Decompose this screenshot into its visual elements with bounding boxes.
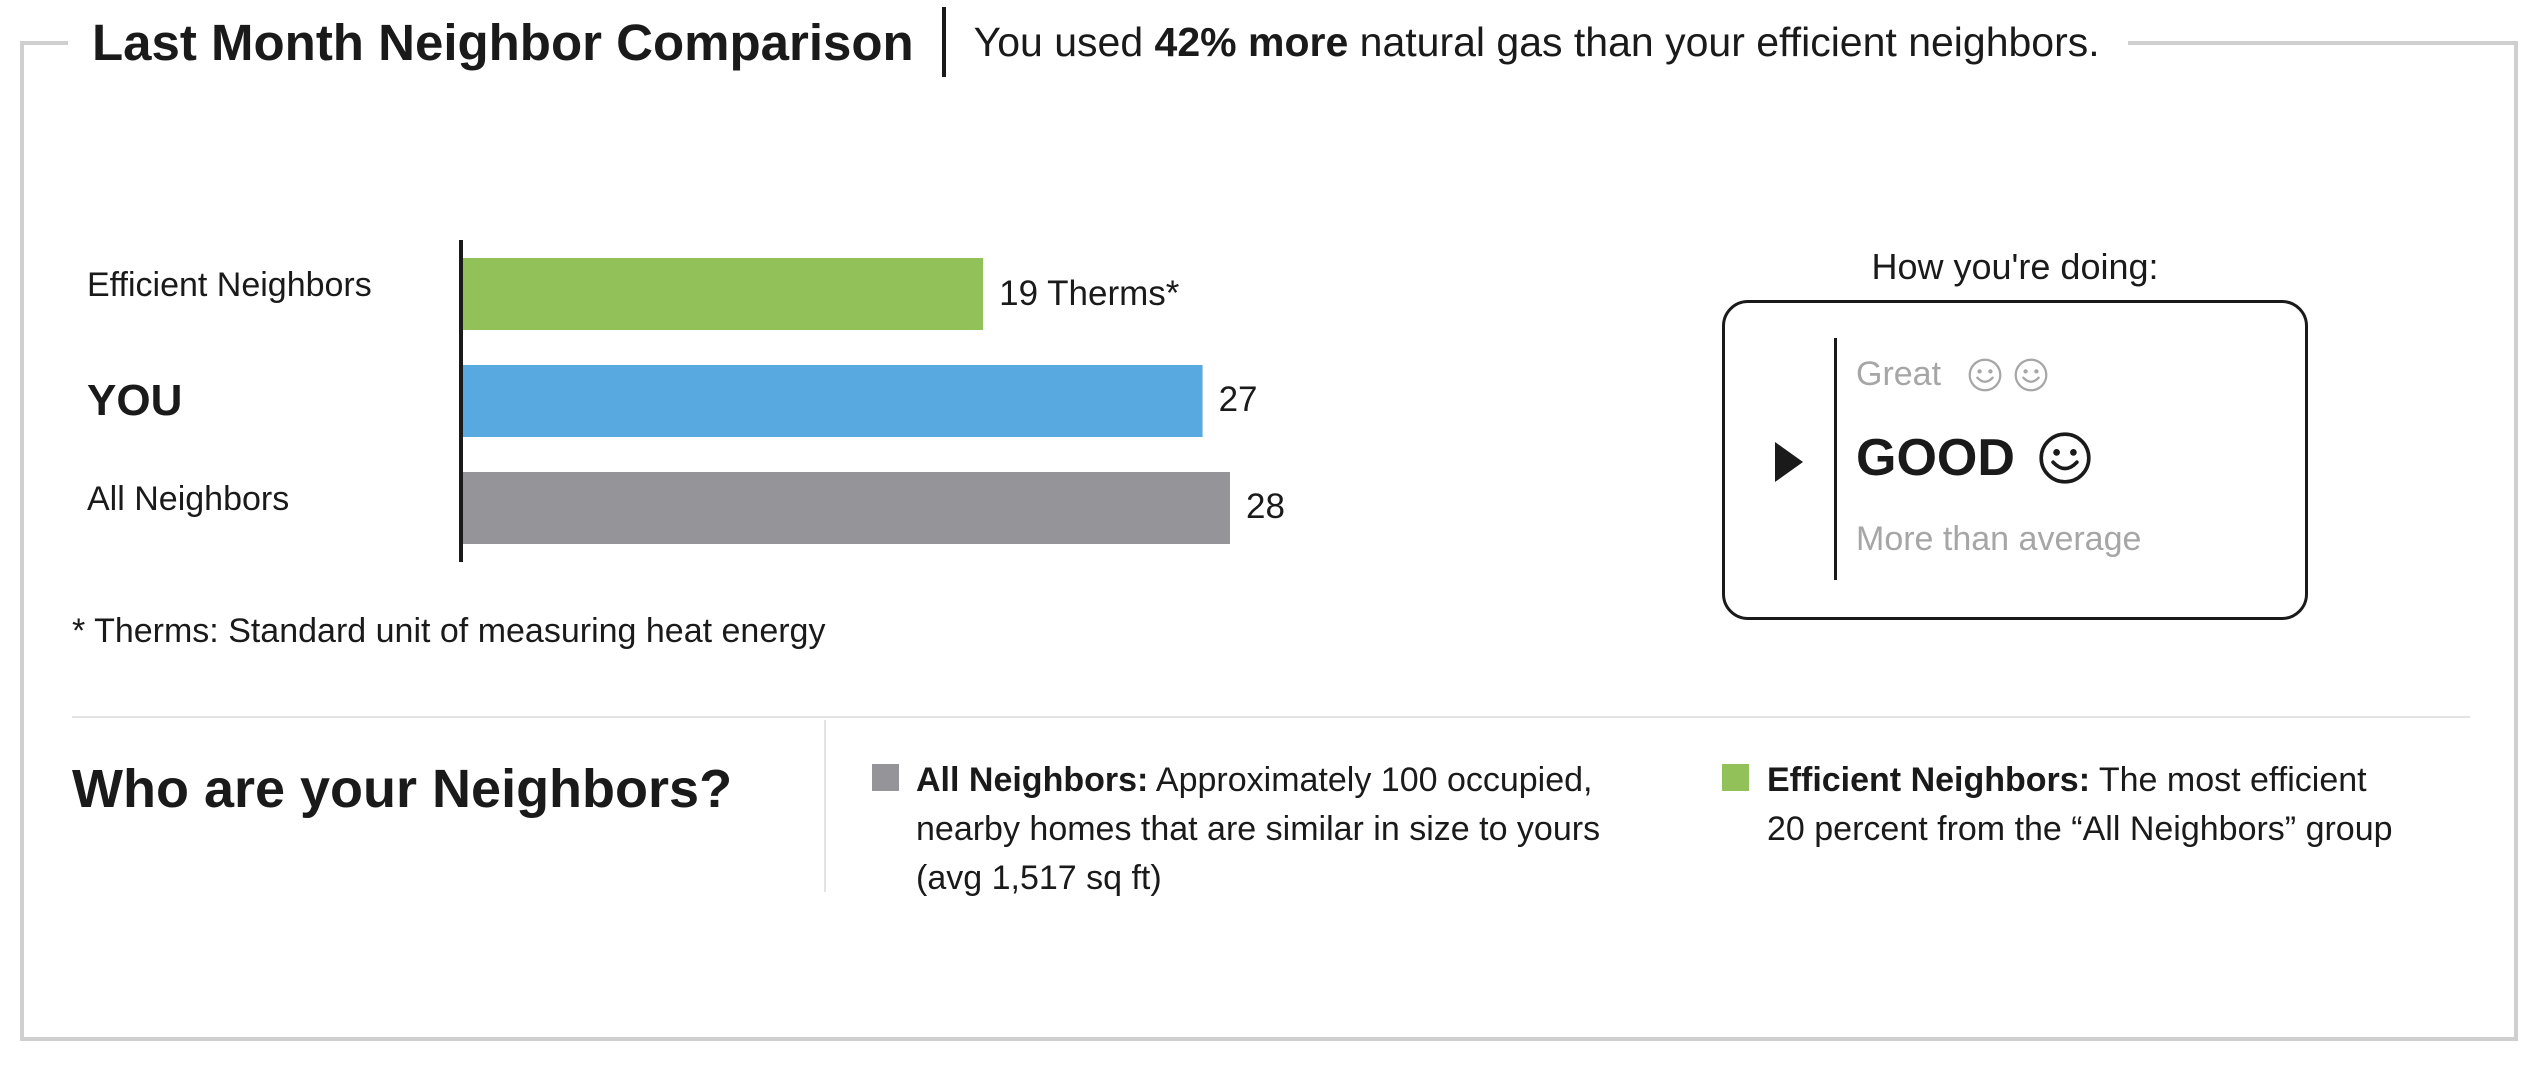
efficient-neighbors-swatch bbox=[1722, 764, 1749, 791]
smiley-icon bbox=[2039, 432, 2091, 484]
rating-great: Great bbox=[1856, 355, 2049, 394]
efficient-neighbors-label: Efficient Neighbors: bbox=[1767, 761, 2091, 799]
page-title: Last Month Neighbor Comparison bbox=[92, 13, 914, 71]
category-label-you: YOU bbox=[87, 376, 183, 425]
rating-good: GOOD bbox=[1856, 428, 2093, 488]
bar-chart bbox=[462, 258, 1230, 544]
all-neighbors-line-2: nearby homes that are similar in size to… bbox=[916, 810, 1601, 848]
subtitle-highlight: 42% more bbox=[1154, 18, 1349, 65]
efficient-neighbors-text-1: The most efficient bbox=[2090, 761, 2367, 799]
neighbors-title: Who are your Neighbors? bbox=[72, 759, 733, 819]
all-neighbors-label: All Neighbors: bbox=[916, 761, 1149, 799]
all-neighbors-description: All Neighbors: Approximately 100 occupie… bbox=[916, 756, 1600, 903]
rating-box bbox=[1722, 300, 2308, 620]
rating-great-label: Great bbox=[1856, 355, 1942, 393]
header-separator bbox=[941, 7, 946, 77]
all-neighbors-text-1: Approximately 100 occupied, bbox=[1148, 761, 1593, 799]
efficient-neighbors-line-1: Efficient Neighbors: The most efficient bbox=[1767, 756, 2393, 805]
value-label-efficient: 19 Therms* bbox=[999, 274, 1180, 313]
all-neighbors-line-1: All Neighbors: Approximately 100 occupie… bbox=[916, 756, 1600, 805]
smiley-icon bbox=[2014, 358, 2048, 391]
header-subtitle: You used 42% more natural gas than your … bbox=[974, 19, 2100, 66]
bar-you bbox=[462, 365, 1203, 437]
header: Last Month Neighbor Comparison You used … bbox=[68, 0, 2128, 84]
therms-footnote: * Therms: Standard unit of measuring hea… bbox=[72, 612, 826, 650]
rating-pointer-icon bbox=[1775, 442, 1803, 482]
category-label-efficient: Efficient Neighbors bbox=[87, 266, 372, 304]
section-divider bbox=[72, 716, 2470, 718]
bar-all-neighbors bbox=[462, 472, 1230, 544]
efficient-neighbors-line-2: 20 percent from the “All Neighbors” grou… bbox=[1767, 810, 2393, 848]
doing-title: How you're doing: bbox=[1871, 246, 2159, 287]
rating-separator bbox=[1834, 338, 1837, 580]
efficient-neighbors-description: Efficient Neighbors: The most efficient … bbox=[1767, 756, 2393, 854]
chart-axis bbox=[459, 240, 463, 562]
category-label-all: All Neighbors bbox=[87, 480, 290, 518]
rating-good-label: GOOD bbox=[1856, 429, 2015, 487]
bar-efficient-neighbors bbox=[462, 258, 984, 330]
column-divider bbox=[824, 720, 826, 892]
smiley-icon bbox=[1968, 358, 2002, 391]
all-neighbors-swatch bbox=[872, 764, 899, 791]
all-neighbors-line-3: (avg 1,517 sq ft) bbox=[916, 859, 1162, 897]
subtitle-post: natural gas than your efficient neighbor… bbox=[1348, 18, 2100, 65]
rating-more-than-average: More than average bbox=[1856, 520, 2142, 558]
subtitle-pre: You used bbox=[973, 18, 1155, 65]
value-label-you: 27 bbox=[1218, 380, 1258, 419]
value-label-all: 28 bbox=[1246, 487, 1285, 526]
